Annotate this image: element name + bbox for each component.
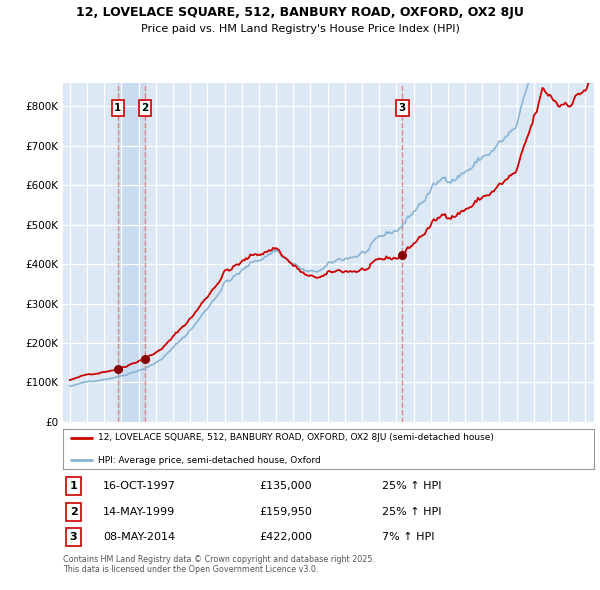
Text: 25% ↑ HPI: 25% ↑ HPI bbox=[382, 481, 441, 491]
Text: 08-MAY-2014: 08-MAY-2014 bbox=[103, 532, 175, 542]
Text: 2: 2 bbox=[142, 103, 149, 113]
Text: 12, LOVELACE SQUARE, 512, BANBURY ROAD, OXFORD, OX2 8JU (semi-detached house): 12, LOVELACE SQUARE, 512, BANBURY ROAD, … bbox=[98, 433, 493, 442]
Text: 3: 3 bbox=[399, 103, 406, 113]
Text: £159,950: £159,950 bbox=[259, 507, 313, 517]
Text: 25% ↑ HPI: 25% ↑ HPI bbox=[382, 507, 441, 517]
Text: Price paid vs. HM Land Registry's House Price Index (HPI): Price paid vs. HM Land Registry's House … bbox=[140, 24, 460, 34]
Text: £422,000: £422,000 bbox=[259, 532, 313, 542]
Text: Contains HM Land Registry data © Crown copyright and database right 2025.
This d: Contains HM Land Registry data © Crown c… bbox=[63, 555, 375, 574]
Text: 1: 1 bbox=[70, 481, 77, 491]
Text: 1: 1 bbox=[114, 103, 121, 113]
Bar bbox=[118, 83, 145, 422]
Text: 2: 2 bbox=[70, 507, 77, 517]
Text: £135,000: £135,000 bbox=[259, 481, 312, 491]
Text: 3: 3 bbox=[70, 532, 77, 542]
Text: 16-OCT-1997: 16-OCT-1997 bbox=[103, 481, 176, 491]
Text: 12, LOVELACE SQUARE, 512, BANBURY ROAD, OXFORD, OX2 8JU: 12, LOVELACE SQUARE, 512, BANBURY ROAD, … bbox=[76, 6, 524, 19]
Text: HPI: Average price, semi-detached house, Oxford: HPI: Average price, semi-detached house,… bbox=[98, 455, 320, 465]
Text: 14-MAY-1999: 14-MAY-1999 bbox=[103, 507, 175, 517]
Text: 7% ↑ HPI: 7% ↑ HPI bbox=[382, 532, 434, 542]
